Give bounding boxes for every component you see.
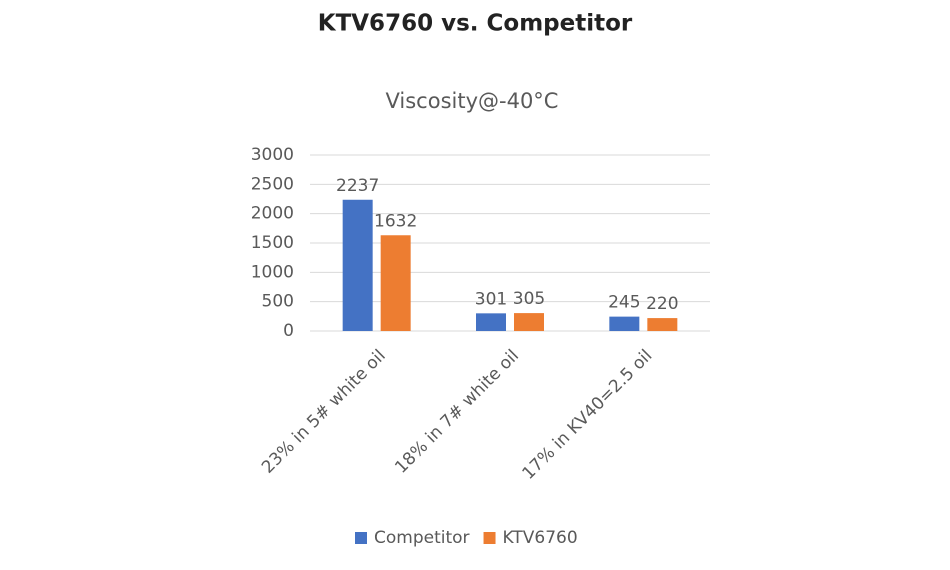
- y-tick-label: 0: [283, 321, 294, 341]
- y-tick-label: 1500: [251, 233, 294, 253]
- data-label: 220: [646, 294, 678, 314]
- y-tick-label: 2000: [251, 204, 294, 224]
- bar: [514, 313, 544, 331]
- data-label: 245: [608, 293, 640, 313]
- data-label: 2237: [336, 176, 379, 196]
- data-label: 301: [475, 289, 507, 309]
- legend-swatch: [355, 532, 367, 544]
- y-tick-label: 1000: [251, 262, 294, 282]
- page-title: KTV6760 vs. Competitor: [318, 11, 633, 37]
- bar: [342, 199, 373, 331]
- legend-swatch: [483, 532, 496, 544]
- legend-label: Competitor: [374, 528, 470, 548]
- data-label: 1632: [374, 211, 417, 231]
- bar: [380, 235, 411, 331]
- y-tick-label: 500: [262, 292, 294, 312]
- bar: [647, 318, 678, 331]
- legend-label: KTV6760: [503, 528, 578, 548]
- y-tick-label: 2500: [251, 174, 294, 194]
- bar: [609, 316, 640, 331]
- data-label: 305: [513, 289, 545, 309]
- bar: [476, 313, 506, 331]
- y-tick-label: 3000: [251, 145, 294, 165]
- chart-title: Viscosity@-40°C: [386, 89, 559, 113]
